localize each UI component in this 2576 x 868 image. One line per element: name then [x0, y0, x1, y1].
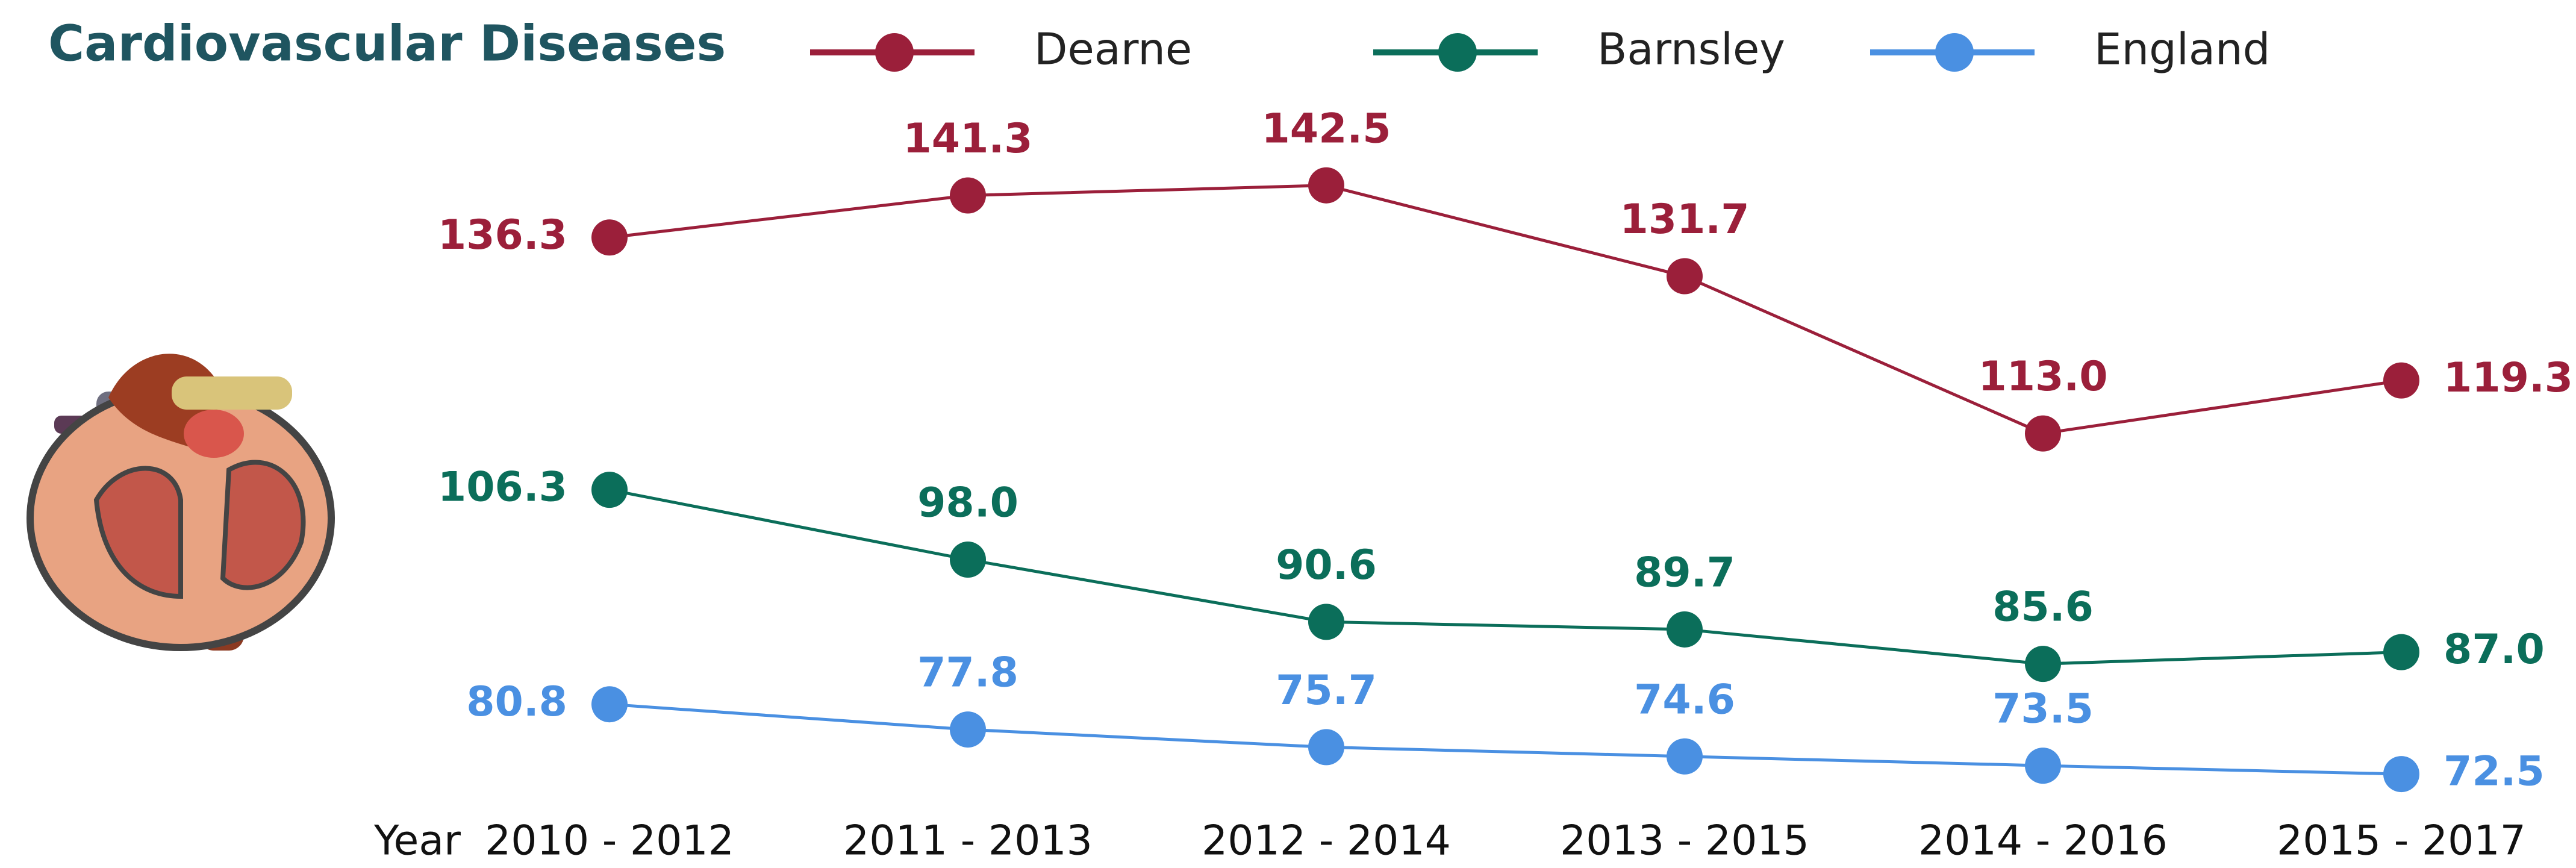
data-point	[591, 472, 628, 508]
x-tick-label: 2011 - 2013	[843, 817, 1093, 865]
data-label: 75.7	[1276, 667, 1377, 714]
legend-label: Dearne	[1034, 24, 1192, 75]
data-label: 113.0	[1978, 353, 2107, 401]
data-point	[591, 686, 628, 722]
x-tick-label: 2014 - 2016	[1918, 817, 2168, 865]
data-label: 119.3	[2443, 354, 2573, 402]
data-point	[2383, 363, 2419, 399]
series-line	[610, 704, 2401, 774]
data-label: 106.3	[438, 464, 567, 511]
data-label: 80.8	[466, 678, 567, 726]
data-label: 98.0	[917, 479, 1018, 527]
legend-marker	[875, 33, 914, 72]
data-label: 72.5	[2443, 748, 2545, 796]
data-point	[950, 177, 986, 213]
data-point	[1667, 738, 1703, 775]
data-label: 77.8	[917, 649, 1018, 697]
data-label: 136.3	[438, 211, 567, 259]
data-point	[2383, 634, 2419, 670]
data-label: 90.6	[1276, 542, 1377, 589]
data-label: 74.6	[1634, 676, 1735, 723]
x-tick-label: 2015 - 2017	[2277, 817, 2526, 865]
data-point	[950, 711, 986, 748]
legend-marker	[1935, 33, 1974, 72]
data-point	[591, 219, 628, 255]
data-label: 89.7	[1634, 549, 1735, 596]
data-point	[1667, 258, 1703, 295]
legend-marker	[1438, 33, 1477, 72]
legend-label: Barnsley	[1597, 24, 1785, 75]
x-tick-label: 2010 - 2012	[485, 817, 734, 865]
data-label: 85.6	[1992, 584, 2094, 631]
x-tick-label: 2012 - 2014	[1202, 817, 1451, 865]
data-point	[1308, 167, 1344, 204]
data-point	[1308, 604, 1344, 640]
data-label: 87.0	[2443, 626, 2545, 673]
data-point	[2025, 416, 2061, 452]
data-label: 142.5	[1261, 105, 1391, 152]
data-point	[1667, 611, 1703, 648]
x-tick-label: 2013 - 2015	[1560, 817, 1809, 865]
data-label: 141.3	[903, 115, 1032, 163]
legend-label: England	[2094, 24, 2270, 75]
data-label: 73.5	[1992, 685, 2094, 733]
chart: Cardiovascular Diseases Year 2010 - 2012 2…	[0, 0, 2576, 868]
series-line	[610, 490, 2401, 664]
data-point	[2383, 756, 2419, 792]
data-label: 131.7	[1620, 196, 1749, 243]
data-point	[950, 542, 986, 578]
data-point	[2025, 748, 2061, 784]
data-point	[1308, 729, 1344, 765]
chart-title: Cardiovascular Diseases	[48, 15, 726, 72]
x-axis-label: Year	[373, 817, 461, 865]
data-point	[2025, 646, 2061, 682]
series-line	[610, 186, 2401, 434]
heart-illustration	[30, 354, 331, 651]
